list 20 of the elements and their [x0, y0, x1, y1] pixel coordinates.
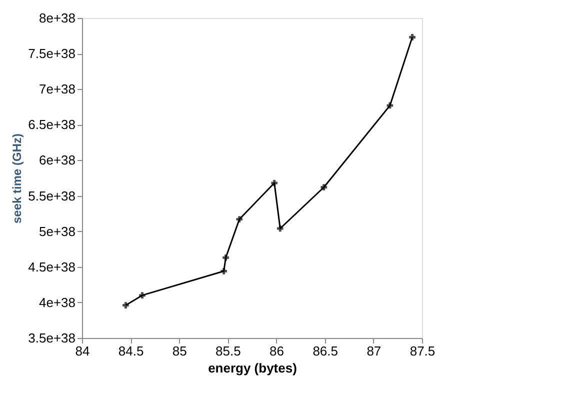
y-tick-label: 7e+38 [38, 82, 76, 97]
x-tick-label: 85.5 [216, 344, 241, 358]
y-tick-label: 7.5e+38 [28, 46, 76, 62]
y-tick-label: 6.5e+38 [28, 117, 76, 132]
y-tick-label: 5.5e+38 [28, 188, 76, 204]
y-axis-title: seek time (GHz) [10, 133, 24, 224]
x-tick-label: 85 [172, 344, 187, 358]
y-tick-label: 4.5e+38 [28, 259, 76, 274]
x-tick-label: 86.5 [312, 344, 338, 358]
x-tick-label: 84 [75, 344, 90, 358]
x-axis-title: energy (bytes) [208, 360, 297, 376]
x-tick-label: 84.5 [118, 344, 144, 358]
y-tick-label: 5e+38 [38, 224, 76, 239]
y-tick-label: 6e+38 [38, 152, 76, 168]
y-tick-label: 3.5e+38 [28, 330, 76, 346]
x-tick-label: 86 [270, 344, 284, 358]
x-tick-label: 87 [366, 344, 382, 358]
x-tick-label: 87.5 [410, 344, 436, 358]
y-tick-label: 8e+38 [38, 10, 76, 26]
y-tick-label: 4e+38 [38, 294, 76, 310]
